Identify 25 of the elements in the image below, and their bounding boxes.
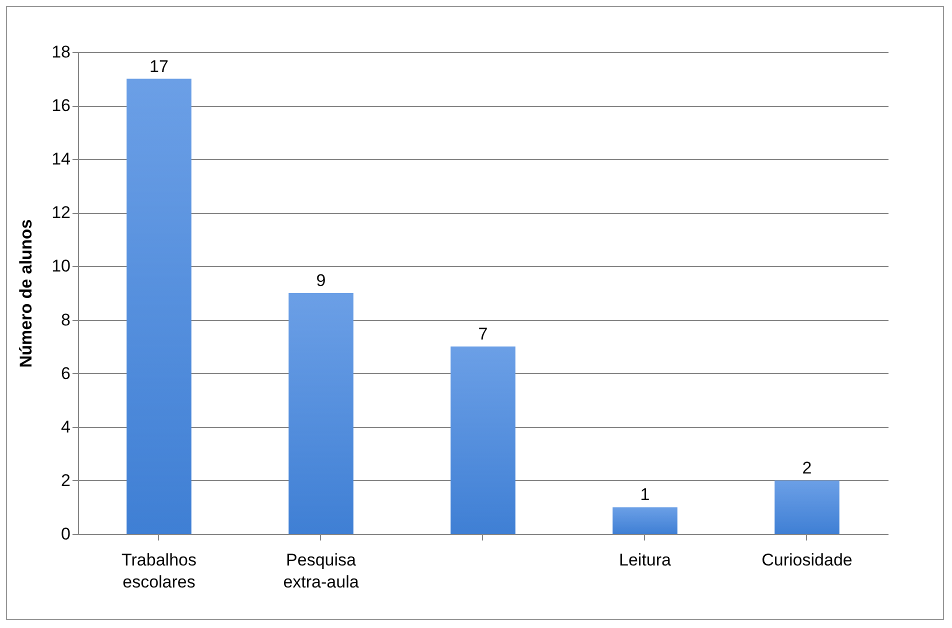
data-label: 9 [316, 271, 326, 290]
x-tick-label: Pesquisa extra-aula [283, 550, 360, 592]
y-tick-label: 4 [61, 417, 70, 436]
y-tick-label: 2 [61, 470, 70, 490]
bar [450, 346, 516, 534]
y-tick-label: 14 [52, 150, 70, 169]
x-tick-label: Trabalhos escolares [122, 550, 196, 592]
y-tick-label: 0 [61, 524, 70, 544]
bar [774, 480, 840, 534]
bar [126, 78, 192, 534]
x-tick-label: Leitura [619, 550, 672, 570]
bar [288, 293, 354, 534]
y-axis-title: Número de alunos [16, 219, 36, 368]
x-tick-label: Curiosidade [762, 550, 852, 570]
y-tick-label: 16 [52, 96, 70, 116]
data-label: 1 [640, 485, 650, 504]
data-label: 7 [478, 324, 488, 344]
y-tick-label: 18 [52, 42, 70, 62]
bar [612, 507, 678, 534]
y-tick-label: 8 [61, 310, 70, 330]
y-tick-label: 6 [61, 364, 70, 383]
data-label: 2 [802, 458, 812, 478]
y-tick-label: 10 [52, 256, 70, 276]
y-tick-label: 12 [52, 203, 70, 222]
data-label: 17 [150, 56, 168, 76]
